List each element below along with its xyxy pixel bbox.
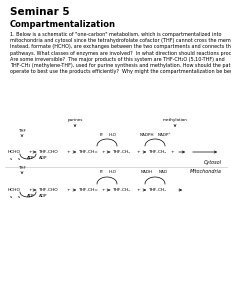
Text: purines: purines (67, 118, 82, 122)
Text: H₂O: H₂O (109, 170, 116, 174)
Text: Compartmentalization: Compartmentalization (10, 20, 116, 29)
Text: THF-CHO: THF-CHO (38, 150, 57, 154)
Text: Seminar 5: Seminar 5 (10, 7, 69, 17)
Text: HCHO: HCHO (8, 150, 21, 154)
Text: ADP: ADP (39, 156, 47, 160)
Text: +: + (136, 188, 139, 192)
Text: NADH: NADH (140, 170, 152, 174)
Text: s: s (18, 195, 20, 199)
Text: 1. Below is a schematic of "one-carbon" metabolism, which is compartmentalized i: 1. Below is a schematic of "one-carbon" … (10, 32, 231, 74)
Text: +: + (101, 188, 104, 192)
Text: s: s (18, 157, 20, 161)
Text: +: + (28, 150, 32, 154)
Text: +: + (28, 188, 32, 192)
Text: NADP⁺: NADP⁺ (157, 133, 170, 137)
Text: +: + (101, 150, 104, 154)
Text: THF-CHO: THF-CHO (38, 188, 57, 192)
Text: NAD: NAD (158, 170, 167, 174)
Text: THF-CH₃: THF-CH₃ (147, 188, 165, 192)
Text: THF-CH₂: THF-CH₂ (112, 150, 129, 154)
Text: Cytosol: Cytosol (203, 160, 221, 165)
Text: THF-CH=: THF-CH= (78, 150, 97, 154)
Text: THF: THF (18, 166, 26, 170)
Text: methylation: methylation (162, 118, 187, 122)
Text: Mitochondria: Mitochondria (189, 169, 221, 174)
Text: ADP: ADP (39, 194, 47, 198)
Text: s: s (10, 157, 12, 161)
Text: +: + (66, 188, 70, 192)
Text: ATP: ATP (27, 156, 34, 160)
Text: ATP: ATP (27, 194, 34, 198)
Text: +: + (136, 150, 139, 154)
Text: THF: THF (18, 129, 26, 133)
Text: NADPH: NADPH (139, 133, 154, 137)
Text: Pi: Pi (99, 133, 102, 137)
Text: THF-CH₂: THF-CH₂ (112, 188, 129, 192)
Text: THF-CH=: THF-CH= (78, 188, 97, 192)
Text: H₂O: H₂O (109, 133, 116, 137)
Text: +: + (170, 150, 173, 154)
Text: THF-CH₃: THF-CH₃ (147, 150, 165, 154)
Text: +: + (66, 150, 70, 154)
Text: HCHO: HCHO (8, 188, 21, 192)
Text: Pi: Pi (99, 170, 102, 174)
Text: s: s (10, 195, 12, 199)
